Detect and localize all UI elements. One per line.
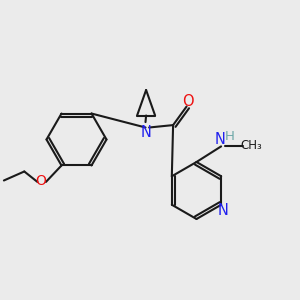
Text: N: N [215, 132, 226, 147]
Text: N: N [141, 125, 152, 140]
Text: H: H [225, 130, 234, 143]
Text: CH₃: CH₃ [240, 139, 262, 152]
Text: O: O [182, 94, 194, 109]
Text: O: O [35, 174, 46, 188]
Text: N: N [217, 203, 228, 218]
